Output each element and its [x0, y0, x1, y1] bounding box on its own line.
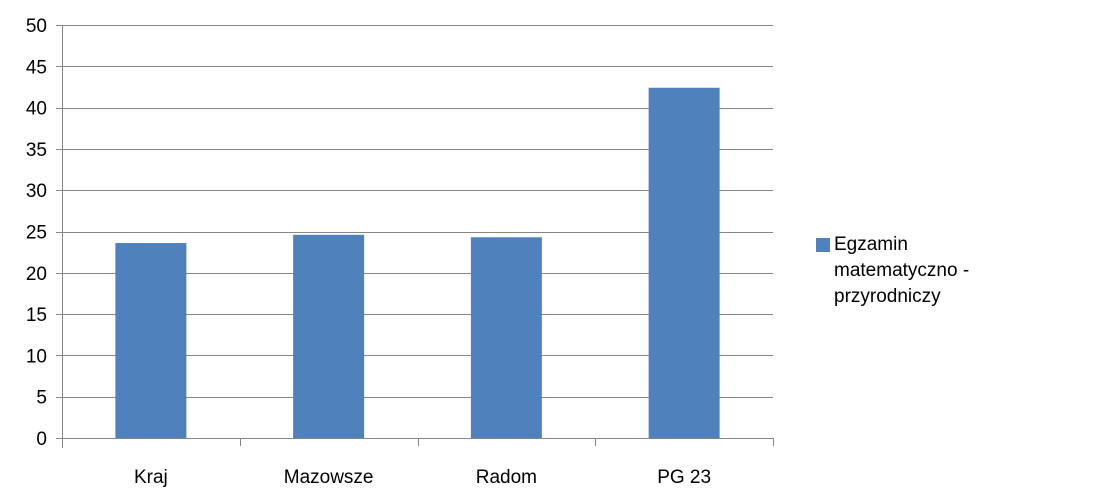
x-axis-tick-labels: Kraj Mazowsze Radom PG 23	[134, 467, 711, 488]
y-tick-label: 30	[26, 181, 47, 202]
bar-kraj	[115, 243, 187, 438]
y-tick-label: 10	[26, 346, 47, 367]
y-axis-tick-labels: 0 5 10 15 20 25 30 35 40 45 50	[26, 16, 47, 450]
bars	[115, 87, 720, 438]
y-tick-label: 35	[26, 140, 47, 161]
legend-swatch	[816, 238, 830, 252]
y-tick-label: 15	[26, 305, 47, 326]
y-tick-label: 45	[26, 57, 47, 78]
x-tick-label: PG 23	[657, 467, 711, 488]
y-tick-label: 40	[26, 99, 47, 120]
legend-label: Egzamin matematyczno - przyrodniczy	[834, 234, 970, 307]
legend: Egzamin matematyczno - przyrodniczy	[816, 232, 1014, 310]
x-tick-label: Mazowsze	[284, 467, 374, 488]
bar-mazowsze	[293, 234, 365, 438]
axes	[56, 25, 774, 448]
y-tick-label: 50	[26, 16, 47, 37]
bar-pg-23	[648, 87, 720, 438]
y-tick-label: 5	[36, 388, 47, 409]
bar-radom	[470, 237, 542, 438]
x-tick-label: Kraj	[134, 467, 168, 488]
y-tick-label: 0	[36, 429, 47, 450]
y-tick-label: 25	[26, 223, 47, 244]
y-tick-label: 20	[26, 264, 47, 285]
x-tick-label: Radom	[476, 467, 537, 488]
